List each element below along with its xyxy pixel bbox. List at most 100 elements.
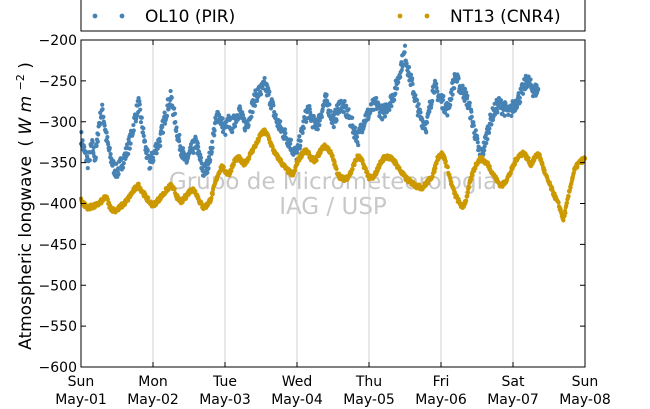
data-point (330, 121, 335, 126)
y-tick-label: −450 (39, 237, 77, 253)
data-point (406, 65, 412, 70)
data-point (210, 139, 215, 144)
data-point (398, 75, 403, 80)
data-point (402, 50, 407, 55)
data-point (106, 142, 111, 147)
data-point (464, 90, 469, 95)
data-point (173, 119, 178, 125)
data-point (382, 114, 388, 119)
data-point (127, 146, 132, 151)
data-point (116, 166, 121, 171)
x-tick-day: Mon (138, 374, 168, 390)
data-point (413, 93, 418, 98)
data-point (484, 140, 489, 146)
data-point (221, 164, 226, 170)
data-point (128, 141, 133, 146)
data-point (445, 113, 450, 118)
data-point (157, 139, 162, 144)
y-axis-title: Atmospheric longwave ( W m −2 ) (9, 62, 36, 350)
data-point (460, 83, 465, 88)
data-point (464, 198, 469, 203)
data-point (410, 81, 415, 87)
data-point (465, 93, 470, 98)
data-point (350, 167, 355, 172)
data-point (456, 76, 461, 81)
y-axis-title-unit-close: ) (16, 62, 36, 69)
data-point (294, 150, 300, 155)
data-point (454, 79, 460, 84)
data-point (168, 88, 173, 94)
data-point (467, 100, 472, 105)
data-point (304, 119, 309, 124)
legend-label: OL10 (PIR) (145, 7, 235, 27)
data-point (568, 185, 573, 190)
data-point (93, 155, 98, 160)
x-tick-day: Sun (68, 374, 95, 390)
data-point (440, 97, 446, 103)
data-point (394, 86, 400, 91)
data-point (282, 127, 288, 132)
data-point (162, 110, 167, 115)
data-point (250, 110, 255, 115)
legend-label: NT13 (CNR4) (450, 7, 561, 27)
data-point (482, 148, 487, 153)
data-point (288, 137, 294, 143)
data-point (141, 126, 146, 131)
y-axis-title-unit-exp: −2 (14, 74, 27, 90)
data-point (210, 192, 215, 197)
data-point (400, 62, 406, 67)
data-point (212, 128, 217, 133)
data-point (502, 113, 507, 118)
data-point (526, 155, 531, 161)
data-point (435, 89, 440, 94)
data-point (162, 121, 168, 126)
data-point (85, 165, 90, 171)
legend-item-1: OL10 (PIR) (92, 7, 235, 27)
data-point (312, 117, 318, 122)
data-point (396, 80, 401, 85)
data-point (95, 139, 100, 144)
data-point (469, 109, 474, 114)
y-tick-label: −300 (39, 115, 77, 131)
data-point (246, 123, 251, 128)
data-point (330, 153, 335, 158)
data-point (82, 145, 87, 150)
data-point (196, 144, 201, 149)
data-point (399, 67, 404, 73)
data-point (131, 122, 136, 128)
data-point (134, 116, 139, 121)
data-point (448, 102, 453, 108)
y-axis: −200 −250 −300 −350 −400 −450 −500 −550 −600 (39, 33, 585, 376)
data-point (389, 103, 394, 109)
data-point (542, 168, 547, 173)
data-point (424, 120, 430, 125)
y-tick-label: −500 (39, 278, 77, 294)
x-tick-day: Thu (355, 374, 382, 390)
data-point (107, 145, 112, 151)
data-point (134, 113, 140, 118)
data-point (427, 109, 432, 114)
data-point (433, 166, 438, 171)
legend-marker (397, 13, 403, 19)
data-point (317, 123, 322, 128)
data-point (470, 173, 475, 178)
data-point (164, 113, 170, 118)
data-point (210, 145, 215, 151)
data-point (418, 110, 423, 115)
data-point (268, 106, 274, 111)
data-point (426, 181, 431, 186)
data-point (100, 102, 105, 107)
data-point (402, 43, 408, 48)
data-point (462, 86, 468, 92)
data-point (392, 97, 397, 102)
data-point (311, 114, 316, 119)
x-tick-date: May-07 (487, 392, 539, 408)
data-point (380, 117, 385, 122)
data-point (120, 165, 126, 170)
data-point (564, 200, 570, 205)
data-point (327, 102, 332, 107)
data-point (442, 110, 448, 115)
x-tick-date: May-03 (199, 392, 251, 408)
data-point (352, 162, 357, 167)
data-point (301, 126, 306, 131)
